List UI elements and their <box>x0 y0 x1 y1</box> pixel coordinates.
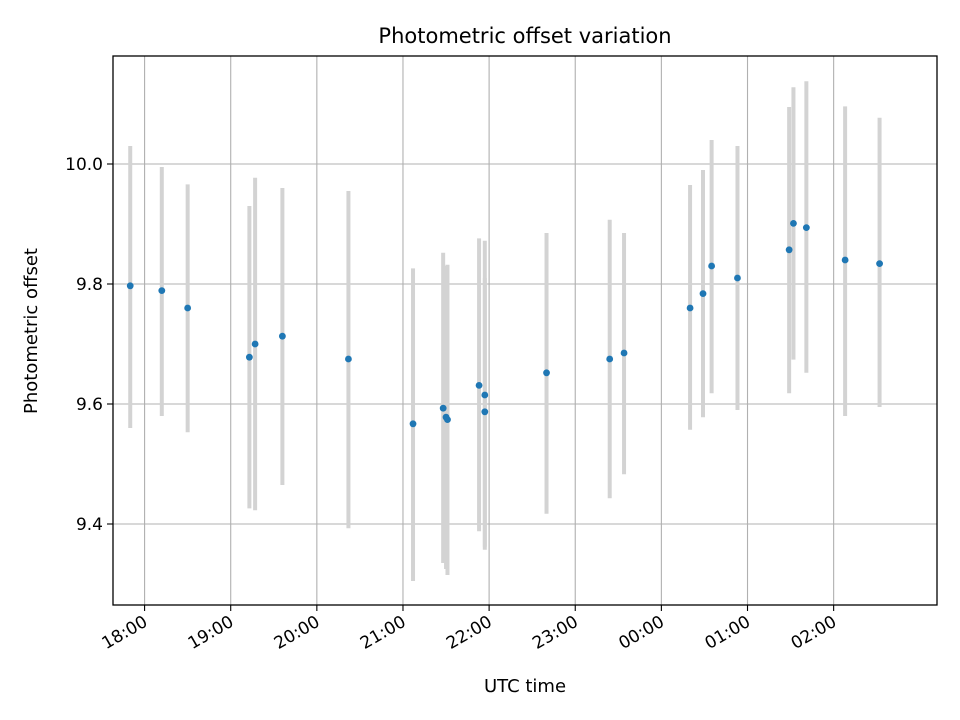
x-tick-label: 23:00 <box>529 612 581 654</box>
data-point <box>481 391 489 399</box>
x-tick-label: 01:00 <box>702 612 754 654</box>
data-point <box>802 224 810 232</box>
error-bars <box>128 81 882 581</box>
y-tick-label: 9.6 <box>76 395 103 415</box>
data-point <box>184 304 192 312</box>
data-point <box>278 332 286 340</box>
data-point <box>708 262 716 270</box>
data-point <box>251 340 259 348</box>
data-point <box>245 353 253 361</box>
data-point <box>734 274 741 282</box>
data-point <box>439 404 447 412</box>
data-point <box>620 349 628 357</box>
data-point <box>444 416 451 423</box>
data-point <box>126 282 134 290</box>
chart-title: Photometric offset variation <box>378 24 671 48</box>
data-point <box>345 355 352 363</box>
y-tick-label: 10.0 <box>65 155 103 175</box>
y-axis-label: Photometric offset <box>21 248 42 414</box>
data-point <box>841 256 849 264</box>
data-point <box>686 304 694 312</box>
x-axis-label: UTC time <box>484 676 566 697</box>
data-point <box>158 287 166 294</box>
data-point <box>475 382 483 389</box>
data-point <box>409 420 417 428</box>
data-point <box>699 290 707 297</box>
x-tick-label: 21:00 <box>357 612 409 654</box>
x-tick-label: 19:00 <box>185 612 237 654</box>
data-point <box>876 260 883 267</box>
x-tick-label: 20:00 <box>271 612 323 654</box>
data-point <box>790 220 797 227</box>
x-tick-label: 22:00 <box>443 612 495 654</box>
plot-frame <box>112 55 938 606</box>
grid-lines <box>113 56 937 605</box>
x-tick-label: 00:00 <box>615 612 667 654</box>
data-point <box>481 408 489 416</box>
data-point <box>785 246 793 254</box>
x-tick-label: 18:00 <box>99 612 151 654</box>
data-point <box>543 369 550 377</box>
y-tick-label: 9.8 <box>76 275 103 295</box>
data-point <box>606 355 614 363</box>
y-tick-label: 9.4 <box>76 515 103 535</box>
data-points <box>126 220 883 428</box>
x-tick-label: 02:00 <box>788 612 840 654</box>
